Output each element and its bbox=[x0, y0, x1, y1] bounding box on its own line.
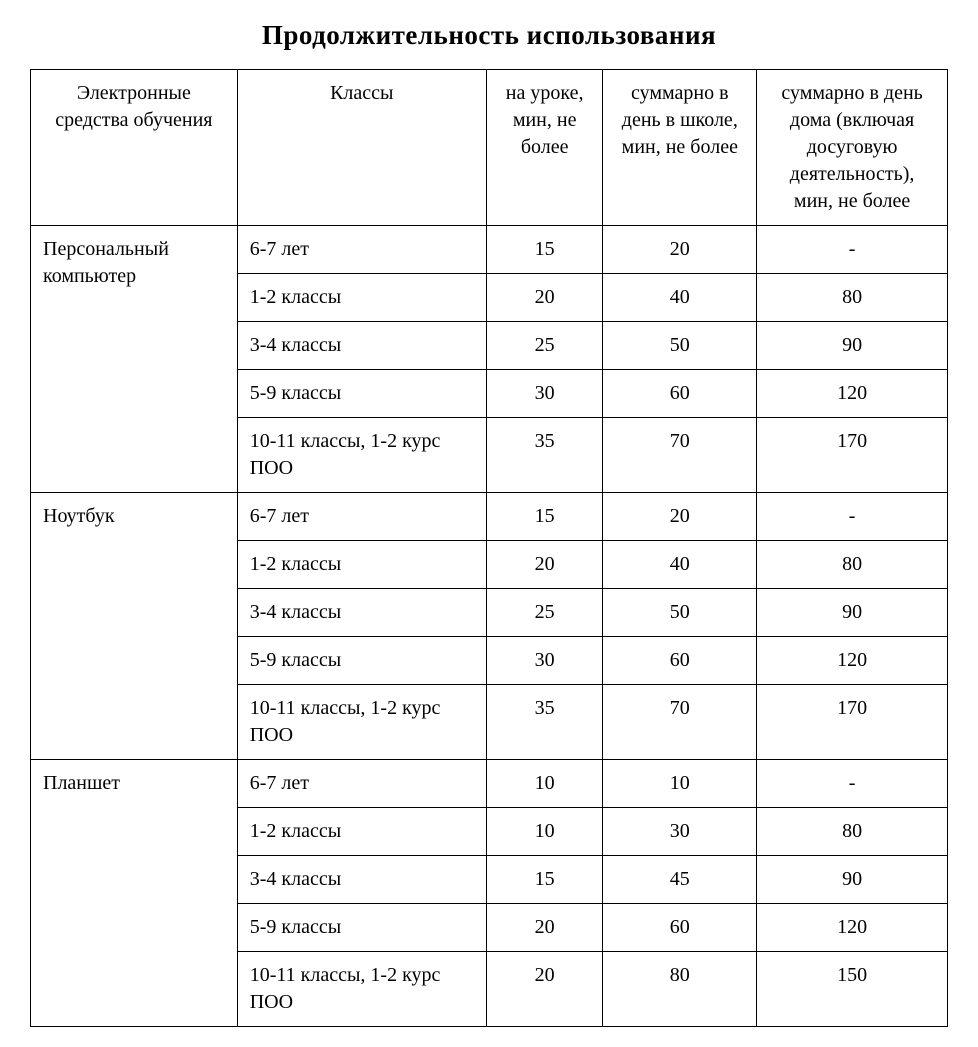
home-cell: 170 bbox=[757, 418, 948, 493]
school-cell: 20 bbox=[603, 226, 757, 274]
lesson-cell: 15 bbox=[486, 493, 603, 541]
lesson-cell: 35 bbox=[486, 418, 603, 493]
home-cell: 150 bbox=[757, 952, 948, 1027]
page-title: Продолжительность использования bbox=[30, 20, 948, 51]
col-header-home: суммарно в день дома (включая досуговую … bbox=[757, 70, 948, 226]
home-cell: 80 bbox=[757, 274, 948, 322]
lesson-cell: 20 bbox=[486, 952, 603, 1027]
lesson-cell: 20 bbox=[486, 541, 603, 589]
home-cell: 90 bbox=[757, 856, 948, 904]
col-header-school: суммарно в день в школе, мин, не более bbox=[603, 70, 757, 226]
lesson-cell: 15 bbox=[486, 226, 603, 274]
lesson-cell: 20 bbox=[486, 274, 603, 322]
class-cell: 5-9 классы bbox=[237, 637, 486, 685]
col-header-class: Классы bbox=[237, 70, 486, 226]
device-cell: Ноутбук bbox=[31, 493, 238, 760]
table-row: Планшет6-7 лет1010- bbox=[31, 760, 948, 808]
home-cell: - bbox=[757, 493, 948, 541]
home-cell: 90 bbox=[757, 589, 948, 637]
class-cell: 6-7 лет bbox=[237, 760, 486, 808]
school-cell: 70 bbox=[603, 418, 757, 493]
school-cell: 20 bbox=[603, 493, 757, 541]
class-cell: 5-9 классы bbox=[237, 904, 486, 952]
school-cell: 50 bbox=[603, 322, 757, 370]
col-header-device: Электронные средства обучения bbox=[31, 70, 238, 226]
lesson-cell: 10 bbox=[486, 760, 603, 808]
lesson-cell: 25 bbox=[486, 589, 603, 637]
class-cell: 10-11 классы, 1-2 курс ПОО bbox=[237, 952, 486, 1027]
home-cell: - bbox=[757, 226, 948, 274]
class-cell: 3-4 классы bbox=[237, 856, 486, 904]
table-row: Ноутбук6-7 лет1520- bbox=[31, 493, 948, 541]
home-cell: - bbox=[757, 760, 948, 808]
school-cell: 30 bbox=[603, 808, 757, 856]
class-cell: 5-9 классы bbox=[237, 370, 486, 418]
table-body: Персональный компьютер6-7 лет1520-1-2 кл… bbox=[31, 226, 948, 1027]
home-cell: 120 bbox=[757, 370, 948, 418]
lesson-cell: 25 bbox=[486, 322, 603, 370]
class-cell: 3-4 классы bbox=[237, 322, 486, 370]
home-cell: 80 bbox=[757, 808, 948, 856]
class-cell: 1-2 классы bbox=[237, 274, 486, 322]
school-cell: 40 bbox=[603, 541, 757, 589]
home-cell: 120 bbox=[757, 637, 948, 685]
school-cell: 70 bbox=[603, 685, 757, 760]
home-cell: 120 bbox=[757, 904, 948, 952]
class-cell: 1-2 классы bbox=[237, 541, 486, 589]
school-cell: 40 bbox=[603, 274, 757, 322]
school-cell: 80 bbox=[603, 952, 757, 1027]
home-cell: 170 bbox=[757, 685, 948, 760]
col-header-lesson: на уроке, мин, не более bbox=[486, 70, 603, 226]
lesson-cell: 30 bbox=[486, 370, 603, 418]
lesson-cell: 15 bbox=[486, 856, 603, 904]
class-cell: 6-7 лет bbox=[237, 493, 486, 541]
class-cell: 10-11 классы, 1-2 курс ПОО bbox=[237, 418, 486, 493]
class-cell: 3-4 классы bbox=[237, 589, 486, 637]
school-cell: 10 bbox=[603, 760, 757, 808]
school-cell: 60 bbox=[603, 637, 757, 685]
table-header-row: Электронные средства обучения Классы на … bbox=[31, 70, 948, 226]
school-cell: 45 bbox=[603, 856, 757, 904]
home-cell: 90 bbox=[757, 322, 948, 370]
lesson-cell: 20 bbox=[486, 904, 603, 952]
lesson-cell: 10 bbox=[486, 808, 603, 856]
school-cell: 60 bbox=[603, 904, 757, 952]
lesson-cell: 35 bbox=[486, 685, 603, 760]
table-row: Персональный компьютер6-7 лет1520- bbox=[31, 226, 948, 274]
class-cell: 10-11 классы, 1-2 курс ПОО bbox=[237, 685, 486, 760]
school-cell: 60 bbox=[603, 370, 757, 418]
device-cell: Планшет bbox=[31, 760, 238, 1027]
usage-duration-table: Электронные средства обучения Классы на … bbox=[30, 69, 948, 1027]
school-cell: 50 bbox=[603, 589, 757, 637]
home-cell: 80 bbox=[757, 541, 948, 589]
device-cell: Персональный компьютер bbox=[31, 226, 238, 493]
lesson-cell: 30 bbox=[486, 637, 603, 685]
class-cell: 1-2 классы bbox=[237, 808, 486, 856]
class-cell: 6-7 лет bbox=[237, 226, 486, 274]
